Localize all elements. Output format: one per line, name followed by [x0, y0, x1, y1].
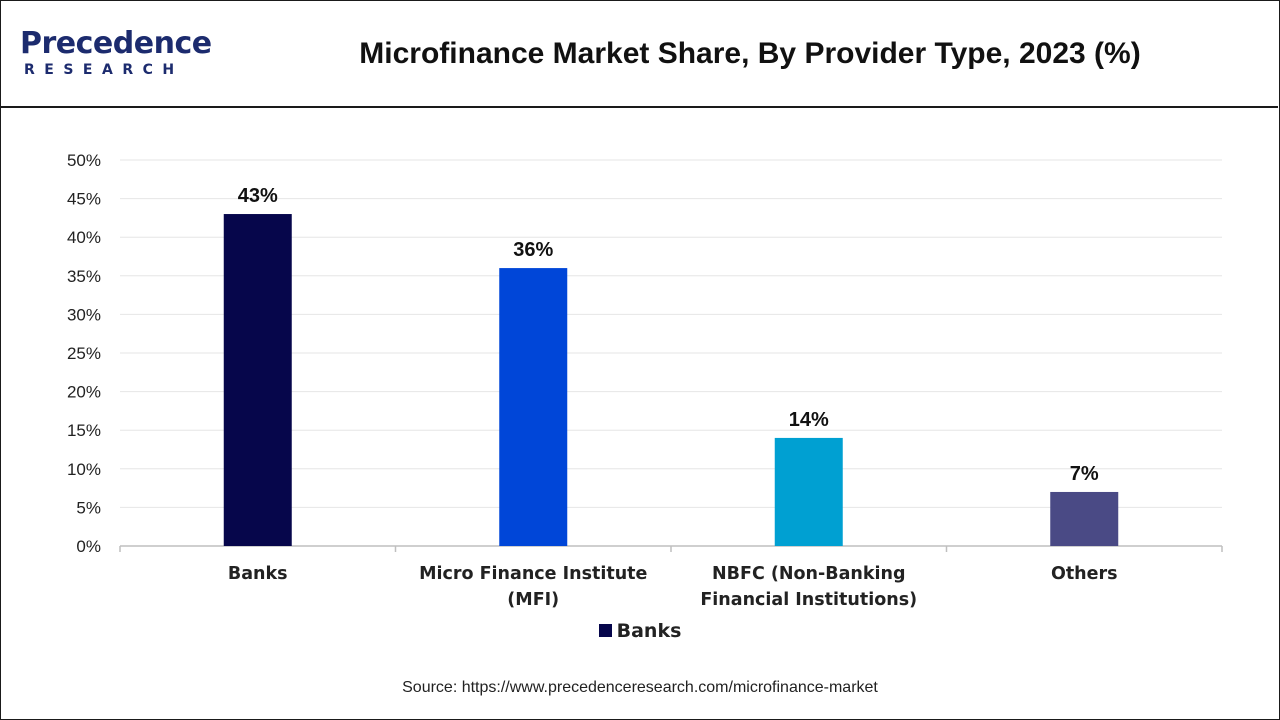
x-tick-label-line: Others [1051, 564, 1118, 584]
header: Precedence RESEARCH Microfinance Market … [0, 0, 1278, 108]
x-tick-label-line: NBFC (Non-Banking [712, 564, 906, 584]
source-note: Source: https://www.precedenceresearch.c… [402, 679, 878, 696]
x-tick-label: Others [1051, 564, 1118, 584]
data-label: 36% [513, 239, 553, 261]
x-tick-label: Banks [228, 564, 288, 584]
y-tick-label: 50% [67, 151, 101, 170]
y-tick-label: 15% [67, 421, 101, 440]
x-tick-label: Micro Finance Institute (MFI) [419, 564, 647, 610]
logo-wordmark: Precedence [20, 26, 212, 61]
legend: Banks [0, 620, 1280, 642]
y-tick-label: 30% [67, 305, 101, 324]
logo-subtitle: RESEARCH [24, 62, 184, 78]
chart-title: Microfinance Market Share, By Provider T… [359, 37, 1141, 70]
y-tick-label: 25% [67, 344, 101, 363]
x-tick-label: NBFC (Non-Banking Financial Institutions) [700, 564, 917, 610]
y-tick-label: 10% [67, 460, 101, 479]
y-tick-label: 20% [67, 383, 101, 402]
x-tick-label-line: Banks [228, 564, 288, 584]
x-tick-label-line: Financial Institutions) [700, 590, 917, 610]
data-label: 14% [789, 409, 829, 431]
data-label: 7% [1070, 463, 1099, 485]
y-tick-label: 35% [67, 267, 101, 286]
y-tick-label: 0% [76, 537, 101, 556]
bar [1050, 491, 1119, 546]
x-tick-label-line: (MFI) [507, 590, 559, 610]
y-tick-label: 5% [76, 498, 101, 517]
y-tick-label: 45% [67, 190, 101, 209]
y-tick-label: 40% [67, 228, 101, 247]
data-label: 43% [238, 185, 278, 207]
legend-label: Banks [616, 620, 682, 642]
bar [774, 437, 843, 546]
x-tick-label-line: Micro Finance Institute [419, 564, 647, 584]
bar [223, 214, 292, 546]
bar [499, 268, 568, 546]
bar-chart: 0% 5% 10% 15% 20% 25% 30% 35% 40% 45% 50% 43% Banks 3… [67, 151, 1223, 610]
brand-logo: Precedence RESEARCH [20, 28, 220, 82]
legend-swatch [598, 624, 612, 637]
